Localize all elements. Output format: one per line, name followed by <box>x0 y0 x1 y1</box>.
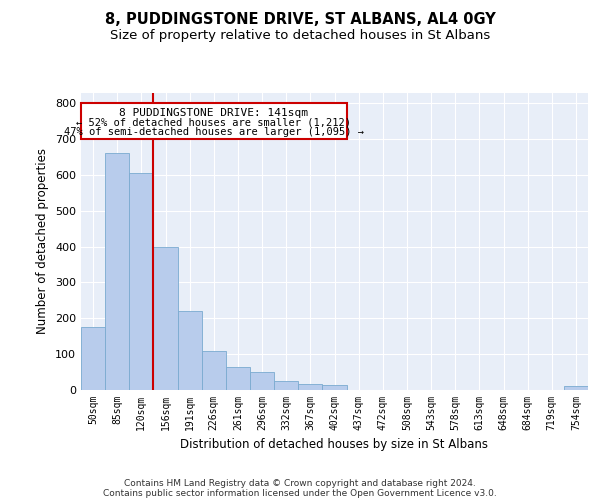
Text: 47% of semi-detached houses are larger (1,095) →: 47% of semi-detached houses are larger (… <box>64 128 364 138</box>
Bar <box>250 372 274 390</box>
Text: Size of property relative to detached houses in St Albans: Size of property relative to detached ho… <box>110 29 490 42</box>
Bar <box>81 328 105 390</box>
Bar <box>178 311 202 390</box>
Bar <box>81 104 347 139</box>
Bar <box>322 384 347 390</box>
Text: Contains HM Land Registry data © Crown copyright and database right 2024.: Contains HM Land Registry data © Crown c… <box>124 478 476 488</box>
X-axis label: Distribution of detached houses by size in St Albans: Distribution of detached houses by size … <box>181 438 488 452</box>
Bar <box>154 246 178 390</box>
Text: Contains public sector information licensed under the Open Government Licence v3: Contains public sector information licen… <box>103 488 497 498</box>
Bar <box>202 350 226 390</box>
Bar <box>129 173 154 390</box>
Bar <box>298 384 322 390</box>
Text: 8 PUDDINGSTONE DRIVE: 141sqm: 8 PUDDINGSTONE DRIVE: 141sqm <box>119 108 308 118</box>
Bar <box>105 154 129 390</box>
Bar <box>564 386 588 390</box>
Y-axis label: Number of detached properties: Number of detached properties <box>37 148 49 334</box>
Text: ← 52% of detached houses are smaller (1,212): ← 52% of detached houses are smaller (1,… <box>76 118 351 128</box>
Bar <box>274 381 298 390</box>
Text: 8, PUDDINGSTONE DRIVE, ST ALBANS, AL4 0GY: 8, PUDDINGSTONE DRIVE, ST ALBANS, AL4 0G… <box>104 12 496 28</box>
Bar <box>226 366 250 390</box>
